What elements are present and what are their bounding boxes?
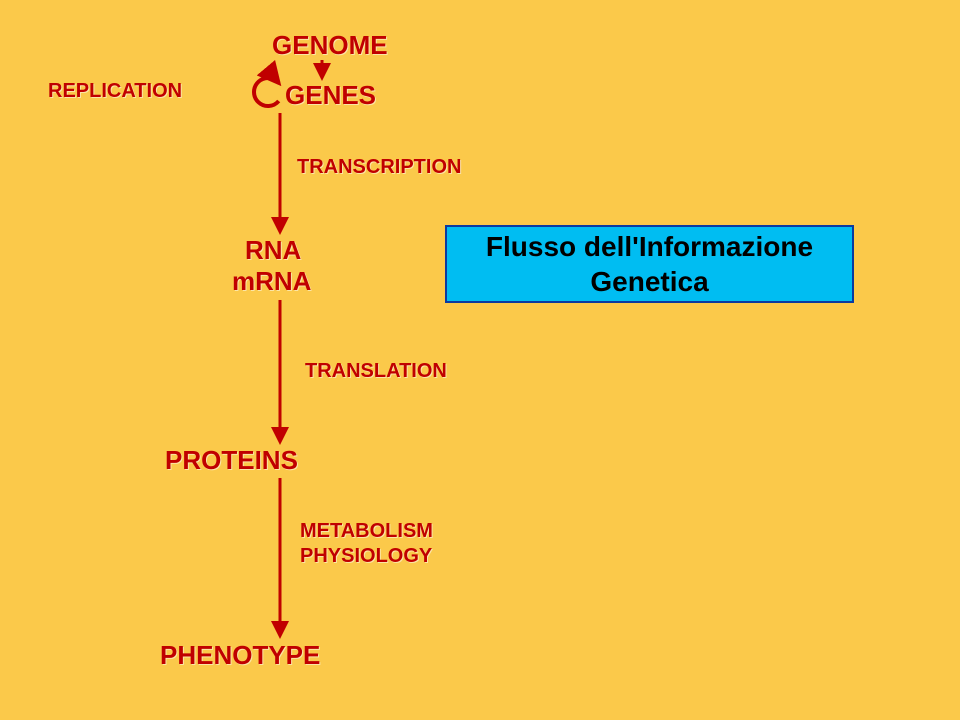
- label-phenotype: PHENOTYPE: [160, 640, 320, 671]
- background: [0, 0, 960, 720]
- callout-line2: Genetica: [590, 264, 708, 299]
- label-translation: TRANSLATION: [305, 360, 447, 383]
- callout-box: Flusso dell'Informazione Genetica: [445, 225, 854, 303]
- label-mrna: mRNA: [232, 266, 311, 297]
- label-rna: RNA: [245, 235, 301, 266]
- callout-line1: Flusso dell'Informazione: [486, 229, 813, 264]
- label-proteins: PROTEINS: [165, 445, 298, 476]
- label-replication: REPLICATION: [48, 80, 182, 103]
- label-transcription: TRANSCRIPTION: [297, 156, 461, 179]
- label-physiology: PHYSIOLOGY: [300, 545, 432, 568]
- label-metabolism: METABOLISM: [300, 520, 433, 543]
- label-genome: GENOME: [272, 30, 388, 61]
- label-genes: GENES: [285, 80, 376, 111]
